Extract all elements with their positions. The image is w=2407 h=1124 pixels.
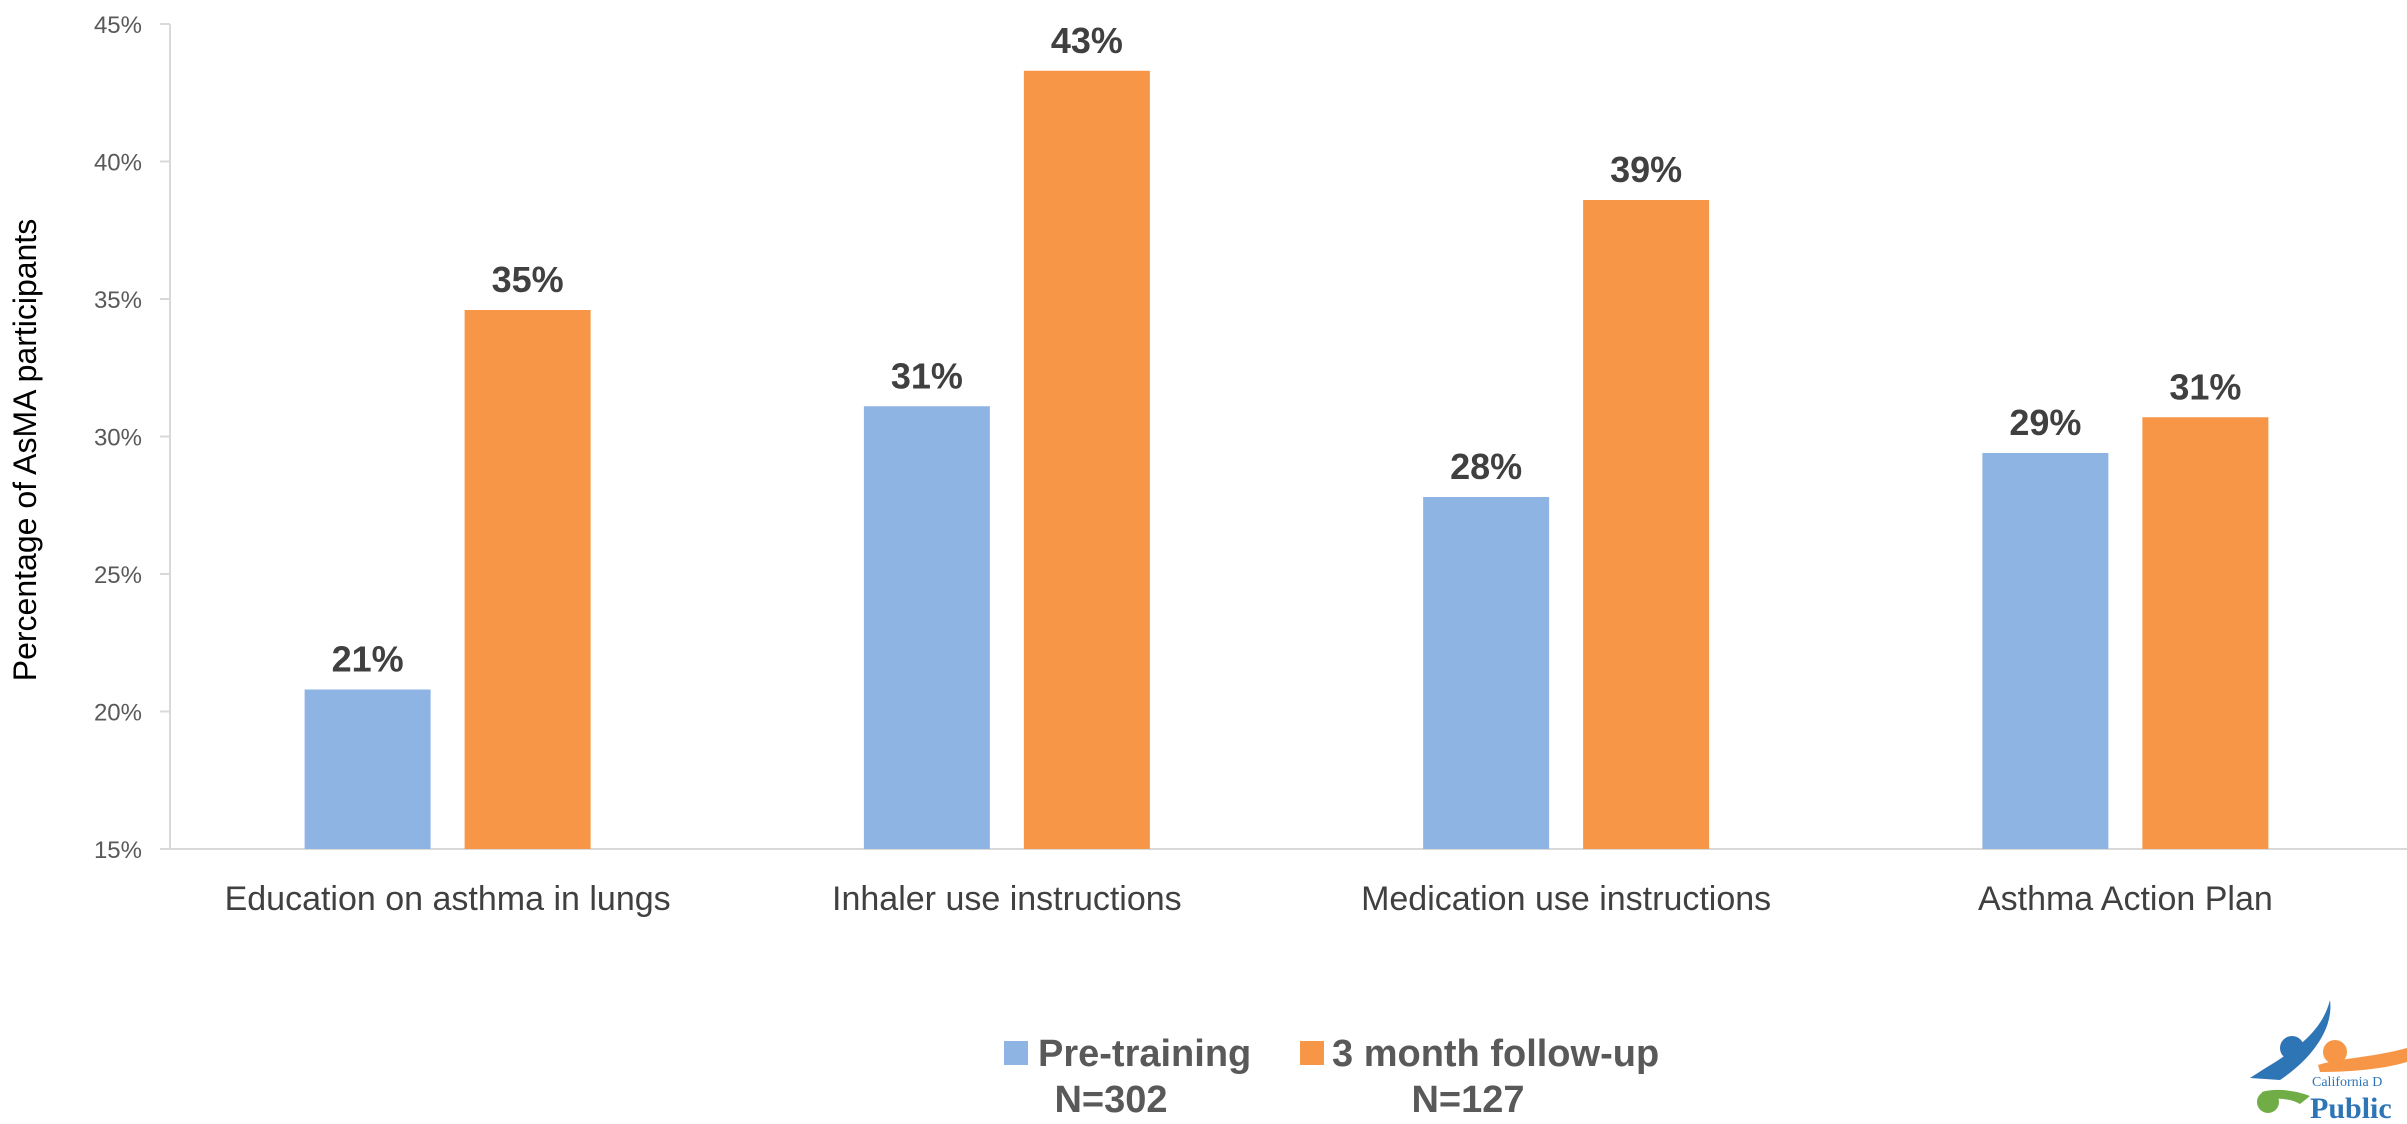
y-tick-label: 35% — [94, 287, 142, 314]
legend-label: Pre-training — [1038, 1033, 1251, 1075]
legend-n-label: N=302 — [1054, 1079, 1167, 1121]
bar-follow-up — [1583, 200, 1710, 849]
bar-follow-up — [464, 310, 591, 849]
data-label: 43% — [1051, 20, 1123, 61]
legend-swatch — [1300, 1041, 1324, 1065]
y-tick-label: 40% — [94, 150, 142, 177]
logo-figure-head-orange — [2323, 1040, 2347, 1064]
y-tick-label: 20% — [94, 700, 142, 727]
legend-n-label: N=127 — [1411, 1079, 1524, 1121]
logo-text-large: Public — [2310, 1092, 2392, 1124]
y-tick-label: 45% — [94, 12, 142, 39]
y-tick-label: 25% — [94, 562, 142, 589]
y-axis-label: Percentage of AsMA participants — [7, 219, 43, 681]
logo-swoosh — [2250, 1000, 2331, 1080]
bar-follow-up — [2142, 417, 2269, 849]
data-label: 35% — [492, 259, 564, 300]
data-label: 31% — [891, 355, 963, 396]
y-tick-label: 30% — [94, 425, 142, 452]
data-label: 31% — [2169, 366, 2241, 407]
category-label: Inhaler use instructions — [832, 880, 1182, 918]
category-label: Asthma Action Plan — [1978, 880, 2273, 918]
category-labels-group: Education on asthma in lungs Inhaler use … — [225, 880, 2273, 918]
logo-text-small: California D — [2312, 1075, 2382, 1090]
category-label: Medication use instructions — [1361, 880, 1771, 918]
legend-swatch — [1004, 1041, 1028, 1065]
logo-figure-arm-orange — [2318, 1048, 2407, 1072]
logo-figure-arm-green — [2262, 1089, 2310, 1104]
data-label: 28% — [1450, 446, 1522, 487]
bar-pre-training — [304, 689, 431, 849]
data-label: 39% — [1610, 149, 1682, 190]
bar-pre-training — [1423, 497, 1550, 849]
legend-label: 3 month follow-up — [1332, 1033, 1659, 1075]
logo-figure-head-blue — [2280, 1036, 2304, 1060]
data-labels-group: 21% 35% 31% 43% 28% 39% 29% 31% — [332, 20, 2242, 680]
bar-follow-up — [1023, 70, 1150, 849]
logo: California D Public — [2250, 1000, 2407, 1124]
bar-pre-training — [863, 406, 990, 849]
bars-group — [304, 70, 2269, 849]
category-label: Education on asthma in lungs — [225, 880, 671, 918]
bar-pre-training — [1982, 453, 2109, 849]
data-label: 21% — [332, 639, 404, 680]
data-label: 29% — [2009, 402, 2081, 443]
y-tick-label: 15% — [94, 837, 142, 864]
